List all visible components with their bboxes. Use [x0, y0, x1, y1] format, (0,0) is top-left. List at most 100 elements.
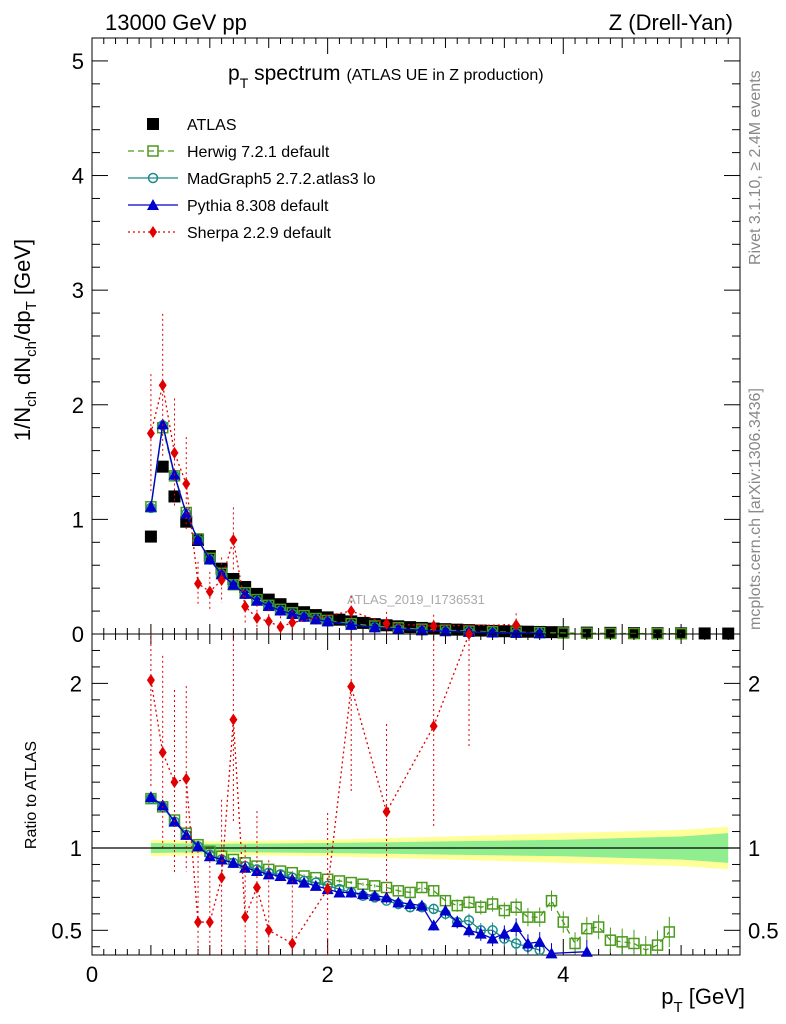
data-point	[239, 861, 252, 873]
legend-label: MadGraph5 2.7.2.atlas3 lo	[187, 171, 376, 188]
data-point	[451, 623, 464, 636]
data-point	[545, 947, 558, 959]
data-point	[286, 607, 299, 619]
ratio-series	[145, 792, 676, 956]
data-point	[227, 578, 240, 590]
data-point	[510, 901, 522, 914]
data-point	[639, 944, 652, 956]
data-point	[252, 881, 261, 894]
data-point	[521, 625, 534, 638]
data-point	[465, 628, 474, 640]
data-point	[368, 889, 381, 901]
data-point	[486, 932, 499, 944]
ratio-series	[145, 793, 545, 956]
ratio-ytick-label-right: 0.5	[748, 918, 779, 943]
data-point	[404, 897, 417, 909]
legend-marker	[147, 172, 159, 184]
data-point	[146, 427, 155, 440]
data-point	[144, 790, 157, 802]
data-point	[581, 922, 593, 935]
legend-label: Herwig 7.2.1 default	[187, 144, 330, 161]
data-point	[545, 894, 558, 907]
data-point	[486, 626, 499, 638]
data-point	[533, 935, 546, 947]
data-point	[252, 611, 261, 624]
data-point	[628, 937, 640, 950]
data-point	[404, 621, 417, 634]
data-point	[229, 534, 238, 547]
legend-label: Sherpa 2.2.9 default	[187, 225, 332, 242]
data-point	[158, 746, 167, 759]
data-point	[144, 500, 157, 512]
data-point	[498, 927, 511, 939]
panel-frame	[91, 633, 741, 956]
plot-title: pT spectrum (ATLAS UE in Z production)	[228, 62, 544, 91]
legend-item: Pythia 8.308 default	[128, 198, 329, 215]
data-point	[522, 911, 534, 923]
data-point	[205, 585, 214, 598]
data-point	[356, 888, 369, 900]
data-point	[347, 680, 356, 693]
data-point	[205, 916, 214, 929]
data-point	[392, 896, 405, 908]
data-point	[229, 713, 238, 726]
xtick-label: 2	[322, 962, 334, 987]
data-point	[474, 927, 487, 939]
data-point	[475, 901, 487, 914]
data-point	[274, 869, 287, 881]
data-point	[227, 856, 240, 868]
mcplots-label: mcplots.cern.ch [arXiv:1306.3436]	[747, 388, 764, 630]
data-point	[429, 619, 438, 632]
xlabel: pT [GeV]	[661, 984, 745, 1016]
data-point	[510, 626, 523, 638]
data-point	[194, 916, 203, 929]
ratio-series	[146, 628, 474, 955]
data-point	[182, 477, 191, 490]
data-point	[604, 934, 617, 946]
data-point	[309, 879, 322, 891]
data-point	[215, 853, 228, 865]
legend-label: Pythia 8.308 default	[187, 198, 329, 215]
data-point	[192, 840, 205, 852]
data-point	[217, 574, 226, 587]
legend-marker	[147, 118, 159, 130]
data-point	[276, 621, 285, 634]
data-point	[286, 873, 299, 885]
data-point	[309, 613, 322, 625]
data-point	[241, 911, 250, 924]
data-point	[168, 490, 181, 503]
ratio-ylabel: Ratio to ATLAS	[23, 741, 40, 849]
data-point	[392, 623, 405, 635]
data-point	[580, 626, 593, 639]
data-point	[427, 885, 440, 897]
series-line	[150, 798, 540, 951]
data-point	[651, 939, 664, 951]
legend-marker	[147, 145, 159, 157]
ratio-panel: 0.5 0.5 1 1 2 2 0 2 4	[51, 628, 779, 987]
data-point	[439, 625, 452, 637]
header-right: Z (Drell-Yan)	[609, 10, 733, 35]
header-left: 13000 GeV pp	[105, 10, 247, 35]
data-point	[510, 938, 522, 949]
data-point	[262, 868, 275, 880]
data-point	[404, 886, 416, 899]
data-point	[533, 911, 546, 923]
data-point	[463, 896, 475, 909]
data-point	[321, 615, 334, 627]
legend-marker	[149, 226, 157, 238]
data-point	[463, 924, 476, 936]
data-point	[592, 921, 605, 933]
legend-item: Sherpa 2.2.9 default	[128, 225, 332, 242]
data-point	[170, 446, 179, 459]
ratio-ytick-label-left: 0.5	[51, 918, 82, 943]
main-series	[146, 313, 521, 634]
main-ytick-label: 3	[72, 278, 84, 303]
data-point	[241, 600, 250, 613]
data-point	[382, 805, 391, 818]
data-point	[333, 875, 346, 887]
data-point	[368, 621, 381, 633]
data-point	[217, 871, 226, 884]
data-point	[288, 616, 297, 629]
data-point	[415, 899, 428, 911]
